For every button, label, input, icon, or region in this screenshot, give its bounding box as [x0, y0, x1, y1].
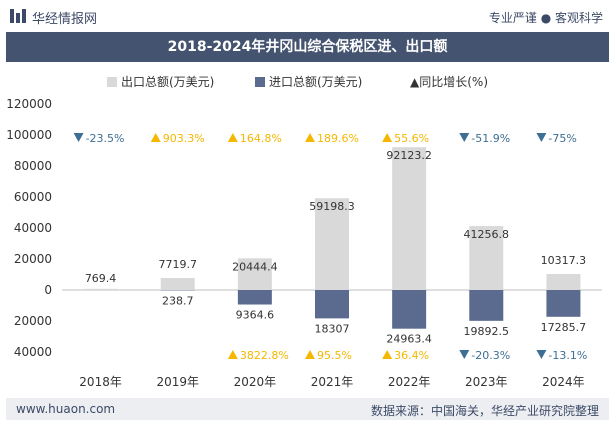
import-growth-label: -13.1% [548, 349, 587, 362]
legend-import: 进口总额(万美元) [255, 73, 362, 90]
legend-export: 出口总额(万美元) [107, 73, 214, 90]
x-tick-label: 2023年 [465, 375, 508, 389]
export-data-label: 7719.7 [158, 258, 197, 271]
export-growth-up-marker [305, 133, 315, 142]
footer-url: www.huaon.com [16, 402, 116, 416]
import-growth-label: 95.5% [317, 349, 352, 362]
y-tick-label: 40000 [14, 345, 52, 359]
y-tick-label: 0 [44, 283, 52, 297]
y-tick-label: 80000 [14, 159, 52, 173]
import-bar [392, 290, 427, 329]
x-tick-label: 2022年 [388, 375, 431, 389]
y-tick-label: 120000 [6, 97, 52, 111]
x-tick-label: 2024年 [542, 375, 585, 389]
import-data-label: 9364.6 [236, 309, 275, 322]
export-growth-label: -23.5% [86, 132, 125, 145]
export-data-label: 20444.4 [232, 260, 278, 273]
tagline: 专业严谨 ● 客观科学 [488, 11, 603, 25]
export-growth-label: 189.6% [317, 132, 359, 145]
export-growth-down-marker [536, 133, 547, 142]
import-data-label: 24963.4 [386, 333, 432, 346]
import-bar [546, 290, 581, 317]
x-tick-label: 2018年 [79, 375, 122, 389]
import-growth-up-marker [305, 350, 315, 359]
import-growth-down-marker [459, 350, 470, 359]
export-growth-label: 903.3% [163, 132, 205, 145]
export-bar [392, 147, 427, 290]
export-growth-up-marker [227, 133, 238, 142]
export-data-label: 41256.8 [464, 228, 510, 241]
import-bar [469, 290, 504, 321]
export-growth-label: -51.9% [471, 132, 510, 145]
legend-import-label: 进口总额(万美元) [269, 75, 363, 89]
y-tick-label: 40000 [14, 221, 52, 235]
export-growth-up-marker [382, 133, 393, 142]
import-growth-label: -20.3% [471, 349, 510, 362]
legend-export-label: 出口总额(万美元) [121, 75, 215, 89]
legend-export-swatch [107, 76, 117, 87]
import-data-label: 17285.7 [541, 321, 587, 334]
legend-import-swatch [255, 76, 265, 87]
y-tick-label: 20000 [14, 314, 52, 328]
import-bar [315, 290, 349, 319]
export-bar [546, 274, 581, 290]
export-bar [469, 226, 504, 290]
top-bar: 华经情报网 专业严谨 ● 客观科学 [0, 0, 615, 32]
import-growth-up-marker [382, 350, 393, 359]
import-growth-down-marker [536, 350, 547, 359]
legend-growth: ▲同比增长(%) [410, 73, 488, 90]
footer-source: 数据来源：中国海关，华经产业研究院整理 [370, 404, 599, 418]
chart-legend: 出口总额(万美元) 进口总额(万美元) ▲同比增长(%) [0, 73, 615, 89]
import-data-label: 238.7 [162, 294, 194, 307]
logo-icon [10, 9, 26, 23]
brand-name: 华经情报网 [32, 12, 98, 27]
import-data-label: 18307 [315, 322, 350, 335]
import-growth-label: 36.4% [394, 349, 429, 362]
y-tick-label: 20000 [14, 252, 52, 266]
y-tick-label: 60000 [14, 190, 52, 204]
y-tick-label: 100000 [6, 128, 52, 142]
x-tick-label: 2020年 [234, 375, 277, 389]
export-data-label: 59198.3 [309, 200, 355, 213]
chart-title: 2018-2024年井冈山综合保税区进、出口额 [6, 32, 609, 62]
export-growth-up-marker [150, 133, 161, 142]
legend-growth-label: ▲同比增长(%) [410, 75, 488, 89]
export-growth-label: -75% [548, 132, 576, 145]
import-bar [237, 290, 272, 305]
export-growth-label: 164.8% [240, 132, 282, 145]
export-bar [83, 288, 118, 290]
footer-bar: www.huaon.com 数据来源：中国海关，华经产业研究院整理 [6, 398, 609, 420]
export-data-label: 92123.2 [386, 149, 432, 162]
export-growth-down-marker [459, 133, 470, 142]
import-data-label: 19892.5 [464, 325, 510, 338]
import-growth-up-marker [227, 350, 238, 359]
x-tick-label: 2021年 [311, 375, 354, 389]
export-data-label: 769.4 [85, 272, 117, 285]
x-tick-label: 2019年 [156, 375, 199, 389]
export-data-label: 10317.3 [541, 254, 587, 267]
export-bar [315, 198, 349, 290]
export-bar [237, 258, 272, 290]
export-growth-down-marker [73, 133, 84, 142]
export-growth-label: 55.6% [394, 132, 429, 145]
import-growth-label: 3822.8% [240, 349, 289, 362]
export-bar [160, 278, 195, 290]
